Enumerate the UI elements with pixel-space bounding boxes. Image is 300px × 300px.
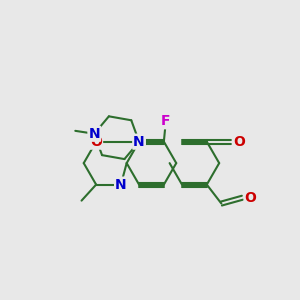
Text: N: N <box>115 178 127 192</box>
Text: O: O <box>90 135 102 149</box>
Text: N: N <box>133 135 145 149</box>
Text: O: O <box>244 191 256 205</box>
Text: N: N <box>88 127 100 141</box>
Text: O: O <box>233 135 245 149</box>
Text: F: F <box>160 114 170 128</box>
